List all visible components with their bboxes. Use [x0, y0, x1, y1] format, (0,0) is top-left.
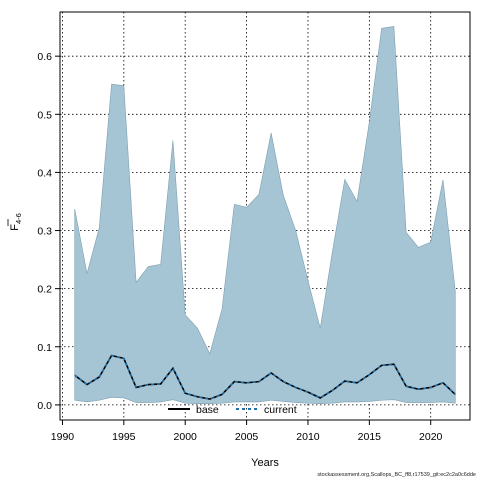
legend-label-base: base [196, 404, 219, 416]
series-line-current [74, 354, 456, 400]
series-line-layer [74, 354, 456, 400]
legend: base current [168, 404, 297, 416]
x-axis: 1990 1995 2000 2005 2010 2015 2020 [51, 420, 443, 443]
confidence-band [74, 26, 456, 405]
y-tick-label: 0.5 [37, 109, 52, 121]
x-tick-label: 2010 [296, 431, 320, 443]
y-axis-title: F4-6 [7, 213, 23, 231]
x-axis-title: Years [251, 457, 279, 469]
x-tick-label: 2005 [235, 431, 259, 443]
y-tick-label: 0.6 [37, 51, 52, 63]
y-axis-title-main: F [9, 224, 21, 231]
x-tick-label: 2020 [419, 431, 443, 443]
svg-text:F4-6: F4-6 [9, 213, 23, 231]
y-tick-label: 0.4 [37, 167, 52, 179]
confidence-band-layer [74, 26, 456, 405]
x-tick-label: 1990 [51, 431, 75, 443]
x-tick-label: 2015 [358, 431, 382, 443]
y-axis-title-subscript: 4-6 [14, 213, 23, 224]
y-tick-label: 0.2 [37, 284, 52, 296]
x-tick-label: 1995 [112, 431, 136, 443]
y-tick-label: 0.3 [37, 226, 52, 238]
plot-frame [59, 11, 471, 421]
y-tick-label: 0.1 [37, 342, 52, 354]
x-tick-label: 2000 [174, 431, 198, 443]
y-axis: 0.0 0.1 0.2 0.3 0.4 0.5 0.6 [37, 51, 60, 412]
footer-note: stockassessment.org,Scallops_BC_ff8,r175… [317, 472, 476, 478]
y-tick-label: 0.0 [37, 400, 52, 412]
legend-label-current: current [264, 404, 297, 416]
